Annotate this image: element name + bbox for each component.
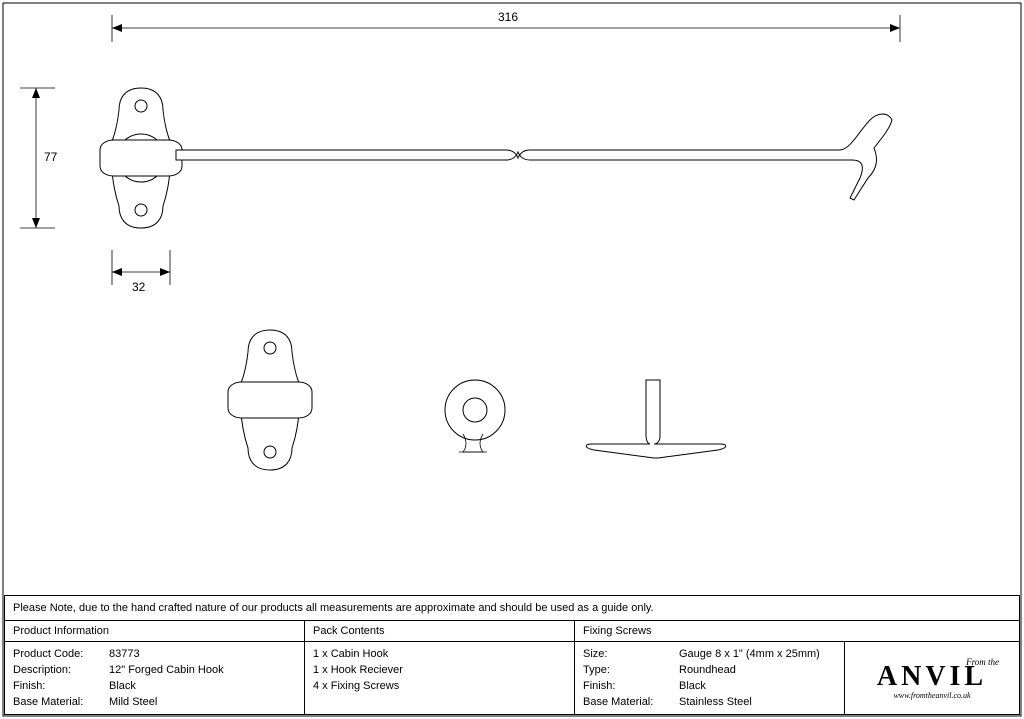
dim-width-label: 316 — [498, 10, 518, 24]
table-headers: Product Information Pack Contents Fixing… — [4, 621, 1020, 642]
cell-screws: Size:Type:Finish:Base Material: Gauge 8 … — [575, 642, 845, 714]
spec-table: Please Note, due to the hand crafted nat… — [4, 595, 1020, 715]
cell-product: Product Code:Description:Finish:Base Mat… — [5, 642, 305, 714]
note-row: Please Note, due to the hand crafted nat… — [4, 595, 1020, 621]
logo-url: www.fromtheanvil.co.uk — [893, 691, 970, 700]
backplate-view — [228, 330, 312, 470]
header-screws: Fixing Screws — [575, 621, 1019, 642]
logo: From the ANVIL www.fromtheanvil.co.uk — [845, 642, 1019, 714]
main-view — [100, 88, 892, 228]
table-data: Product Code:Description:Finish:Base Mat… — [4, 642, 1020, 715]
cell-pack: 1 x Cabin Hook1 x Hook Reciever4 x Fixin… — [305, 642, 575, 714]
header-pack: Pack Contents — [305, 621, 575, 642]
eye-view — [445, 380, 505, 452]
dim-height-label: 77 — [44, 150, 57, 164]
hook-side-view — [586, 380, 726, 458]
dim-plate-label: 32 — [132, 280, 145, 294]
logo-name: ANVIL — [877, 663, 987, 691]
header-product: Product Information — [5, 621, 305, 642]
